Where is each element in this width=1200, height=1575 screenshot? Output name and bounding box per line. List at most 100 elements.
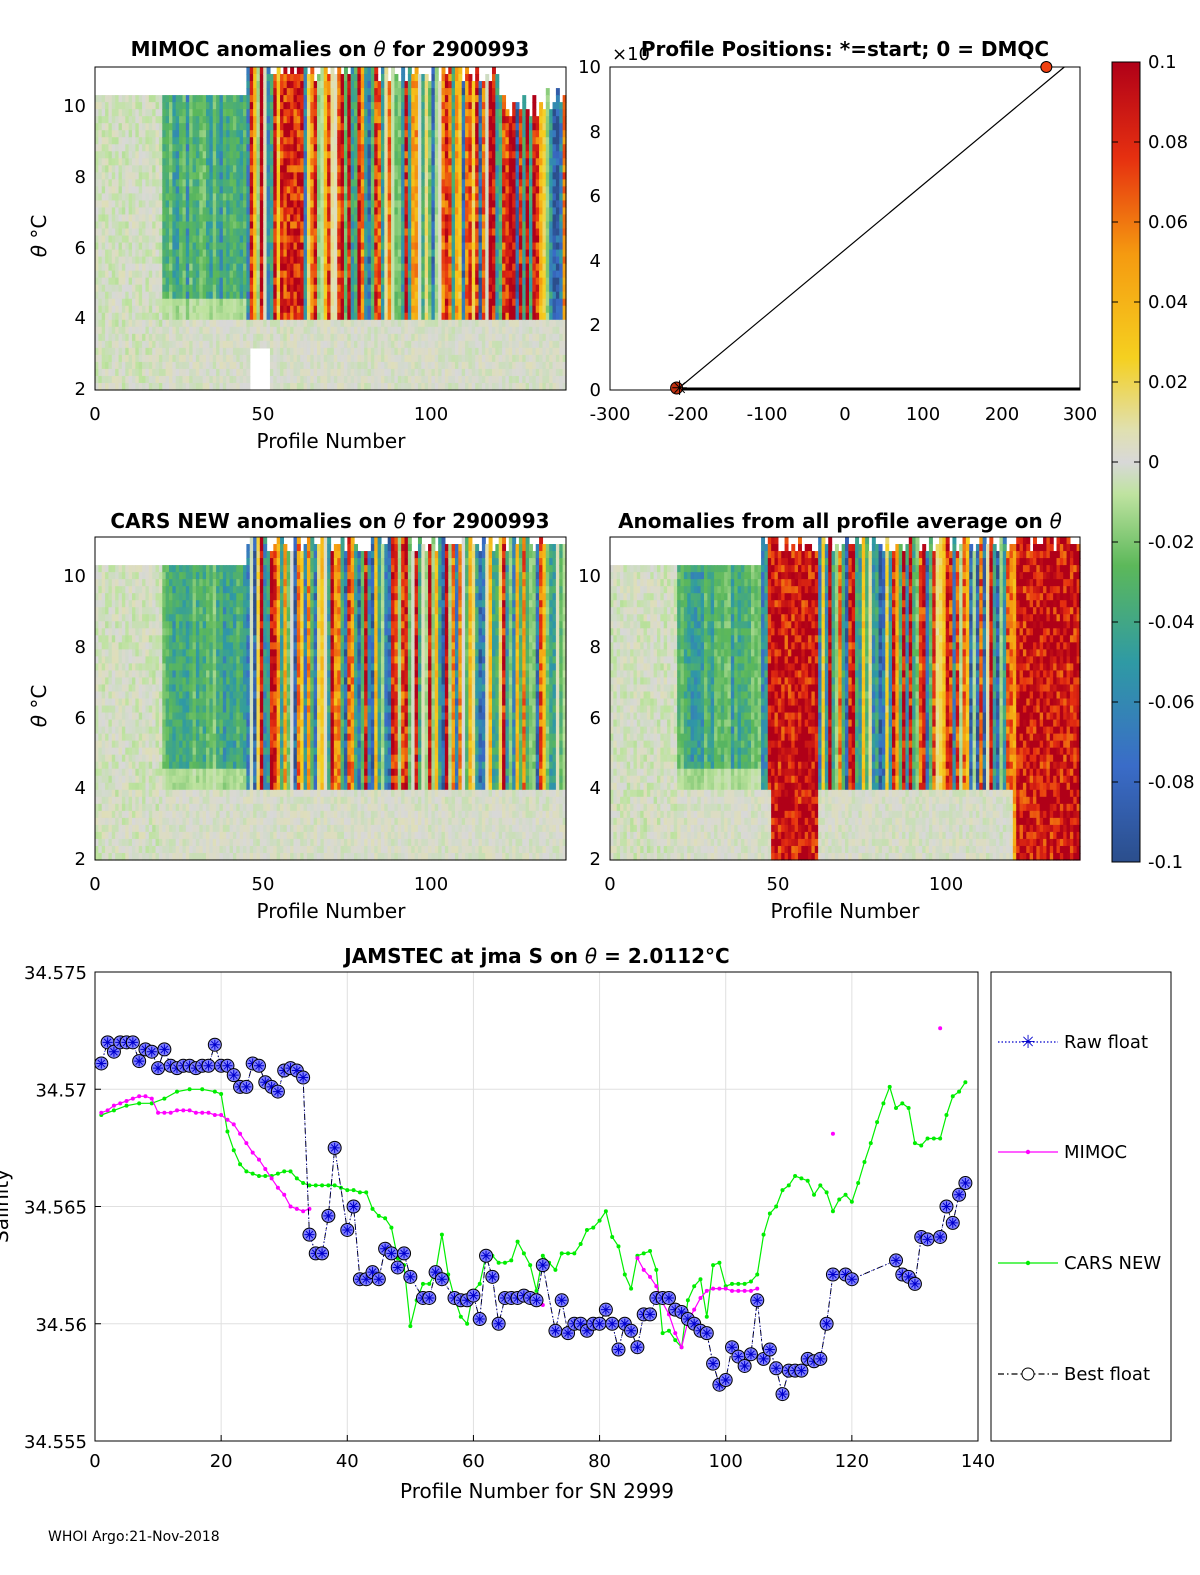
heatmap-cell — [118, 186, 123, 194]
heatmap-cell — [152, 242, 157, 251]
heatmap-cell — [142, 354, 147, 363]
heatmap-cell — [337, 172, 342, 180]
heatmap-cell — [192, 249, 197, 258]
heatmap-cell — [384, 214, 389, 223]
heatmap-cell — [364, 305, 369, 314]
heatmap-cell — [451, 165, 456, 173]
heatmap-cell — [253, 235, 258, 244]
heatmap-cell — [290, 109, 295, 117]
heatmap-cell — [347, 95, 352, 103]
heatmap-cell — [290, 123, 295, 131]
heatmap-cell — [145, 179, 150, 187]
heatmap-cell — [195, 305, 200, 314]
heatmap-cell — [202, 354, 207, 363]
heatmap-cell — [333, 347, 338, 356]
mimoc-heatmap — [95, 67, 567, 391]
heatmap-cell — [458, 221, 463, 230]
heatmap-cell — [232, 158, 237, 166]
heatmap-cell — [115, 263, 120, 272]
heatmap-cell — [313, 319, 318, 328]
heatmap-cell — [226, 235, 231, 244]
heatmap-cell — [232, 102, 237, 110]
heatmap-cell — [354, 361, 359, 370]
heatmap-cell — [300, 284, 305, 293]
heatmap-cell — [333, 242, 338, 251]
heatmap-cell — [192, 179, 197, 187]
heatmap-cell — [121, 228, 126, 237]
heatmap-cell — [404, 151, 409, 159]
heatmap-cell — [380, 95, 385, 103]
heatmap-cell — [266, 284, 271, 293]
heatmap-cell — [263, 165, 268, 173]
heatmap-cell — [313, 116, 318, 124]
heatmap-cell — [111, 354, 116, 363]
heatmap-cell — [350, 116, 355, 124]
heatmap-cell — [428, 256, 433, 265]
heatmap-cell — [280, 172, 284, 180]
heatmap-cell — [354, 221, 359, 230]
heatmap-cell — [209, 186, 214, 194]
heatmap-cell — [105, 277, 110, 286]
heatmap-cell — [111, 340, 116, 349]
heatmap-cell — [417, 214, 422, 223]
heatmap-cell — [360, 137, 365, 145]
heatmap-cell — [128, 200, 133, 209]
heatmap-cell — [364, 298, 369, 307]
heatmap-cell — [138, 102, 143, 110]
heatmap-cell — [162, 291, 167, 300]
heatmap-cell — [380, 312, 385, 321]
heatmap-cell — [209, 116, 214, 124]
heatmap-cell — [266, 109, 271, 117]
heatmap-cell — [128, 228, 133, 237]
heatmap-cell — [428, 333, 433, 342]
heatmap-cell — [128, 207, 133, 216]
heatmap-cell — [313, 186, 318, 194]
heatmap-cell — [145, 130, 150, 138]
heatmap-cell — [364, 200, 369, 209]
heatmap-cell — [441, 172, 446, 180]
heatmap-cell — [357, 249, 362, 258]
heatmap-cell — [226, 305, 231, 314]
heatmap-cell — [293, 277, 298, 286]
heatmap-cell — [209, 361, 214, 370]
heatmap-cell — [108, 130, 113, 138]
heatmap-cell — [313, 207, 318, 216]
heatmap-cell — [118, 256, 123, 265]
heatmap-cell — [313, 305, 318, 314]
heatmap-cell — [360, 263, 365, 272]
heatmap-cell — [290, 130, 295, 138]
heatmap-cell — [323, 186, 328, 194]
heatmap-cell — [95, 102, 99, 110]
heatmap-cell — [226, 207, 231, 216]
heatmap-cell — [219, 319, 224, 328]
heatmap-cell — [337, 361, 342, 370]
heatmap-cell — [458, 116, 463, 124]
heatmap-cell — [293, 179, 298, 187]
heatmap-cell — [202, 235, 207, 244]
heatmap-cell — [357, 263, 362, 272]
heatmap-cell — [202, 277, 207, 286]
heatmap-cell — [303, 263, 308, 272]
heatmap-cell — [286, 207, 291, 216]
heatmap-cell — [280, 305, 284, 314]
heatmap-cell — [249, 179, 254, 187]
heatmap-cell — [340, 200, 345, 209]
heatmap-cell — [179, 228, 184, 237]
heatmap-cell — [266, 242, 271, 251]
heatmap-cell — [243, 256, 247, 265]
heatmap-cell — [125, 116, 130, 124]
heatmap-cell — [179, 214, 184, 223]
heatmap-cell — [138, 312, 143, 321]
heatmap-cell — [148, 312, 153, 321]
heatmap-cell — [98, 277, 103, 286]
heatmap-cell — [209, 291, 214, 300]
heatmap-cell — [239, 235, 244, 244]
heatmap-cell — [475, 109, 480, 117]
heatmap-cell — [182, 151, 187, 159]
heatmap-cell — [411, 228, 416, 237]
heatmap-cell — [394, 130, 399, 138]
heatmap-cell — [108, 291, 113, 300]
heatmap-cell — [290, 354, 295, 363]
heatmap-cell — [182, 221, 187, 230]
heatmap-cell — [209, 214, 214, 223]
